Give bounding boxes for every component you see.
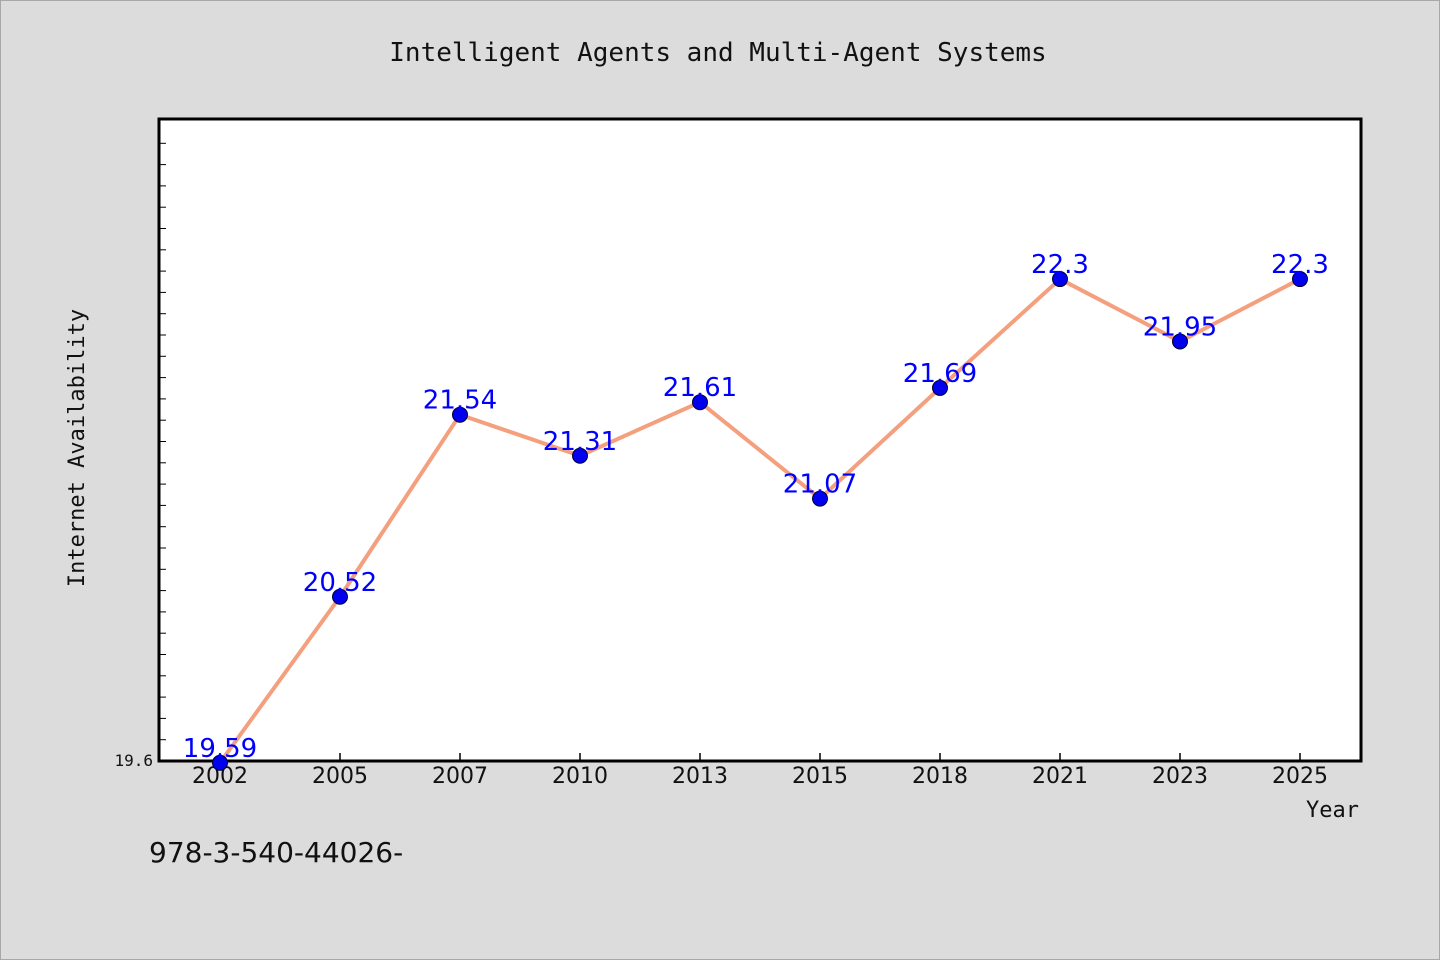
data-point [452, 406, 468, 423]
data-label: 22.3 [1031, 250, 1089, 280]
x-tick-label: 2021 [1032, 764, 1088, 789]
series-markers [212, 271, 1308, 771]
data-label: 21.07 [783, 470, 857, 500]
data-point [1172, 333, 1188, 350]
data-label: 21.54 [423, 386, 497, 416]
data-point [1292, 271, 1308, 288]
chart-title: Intelligent Agents and Multi-Agent Syste… [389, 38, 1046, 68]
data-labels: 19.59 20.52 21.54 21.31 21.61 21.07 21.69 22.3 2… [183, 250, 1329, 764]
plot-area [157, 117, 1363, 763]
data-label: 21.95 [1143, 313, 1217, 343]
x-tick-label: 2025 [1272, 764, 1328, 789]
y-axis-ticks [159, 142, 166, 762]
x-tick-label: 2007 [432, 764, 488, 789]
data-point [932, 379, 948, 396]
x-tick-labels: 2002 2005 2007 2010 2013 2015 2018 2021 2023 2025 [192, 764, 1328, 789]
x-tick-label: 2005 [312, 764, 368, 789]
y-tick-label: 19.6 [114, 751, 153, 770]
data-label: 22.3 [1271, 250, 1329, 280]
y-axis-label: Internet Availability [65, 309, 90, 587]
data-label: 19.59 [183, 734, 257, 764]
data-label: 21.61 [663, 373, 737, 403]
data-point [692, 394, 708, 411]
data-label: 20.52 [303, 568, 377, 598]
x-tick-label: 2013 [672, 764, 728, 789]
x-tick-label: 2023 [1152, 764, 1208, 789]
data-point [572, 447, 588, 464]
footer-text: 978-3-540-44026- [149, 836, 403, 869]
x-tick-label: 2010 [552, 764, 608, 789]
series-line [218, 277, 1301, 764]
data-label: 21.69 [903, 359, 977, 389]
data-point [812, 490, 828, 507]
data-point [1052, 271, 1068, 288]
data-point [332, 588, 348, 605]
x-tick-label: 2018 [912, 764, 968, 789]
x-tick-label: 2015 [792, 764, 848, 789]
data-label: 21.31 [543, 427, 617, 457]
x-axis-label: Year [1306, 798, 1359, 823]
data-point [212, 754, 228, 771]
